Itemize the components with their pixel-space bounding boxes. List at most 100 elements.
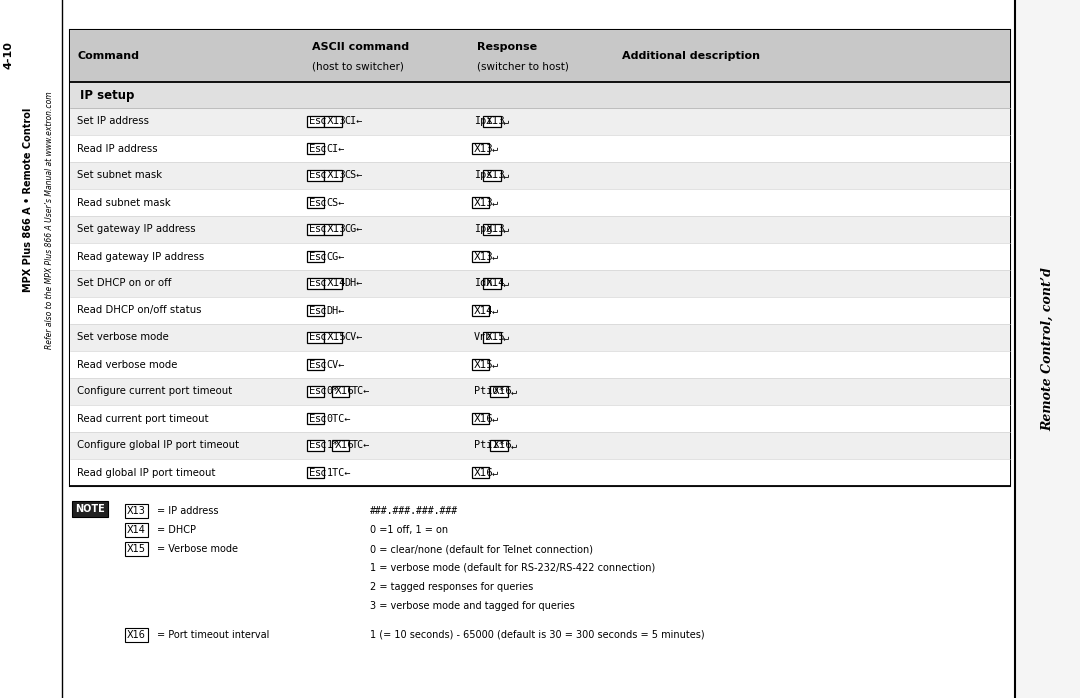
Text: = DHCP: = DHCP bbox=[157, 525, 195, 535]
FancyBboxPatch shape bbox=[307, 359, 324, 370]
Text: ASCII command: ASCII command bbox=[312, 42, 409, 52]
Text: Esc: Esc bbox=[309, 225, 326, 235]
Text: TC←: TC← bbox=[352, 387, 370, 396]
Text: X15: X15 bbox=[127, 544, 146, 554]
Text: CS←: CS← bbox=[327, 198, 346, 207]
Bar bbox=[70, 82, 1010, 108]
Text: ↵: ↵ bbox=[491, 198, 498, 207]
Text: 1 (= 10 seconds) - 65000 (default is 30 = 300 seconds = 5 minutes): 1 (= 10 seconds) - 65000 (default is 30 … bbox=[370, 630, 704, 639]
FancyBboxPatch shape bbox=[472, 467, 489, 477]
Text: Pti1*: Pti1* bbox=[474, 440, 504, 450]
Text: Refer also to the MPX Plus 866 A User’s Manual at www.extron.com: Refer also to the MPX Plus 866 A User’s … bbox=[45, 91, 54, 349]
Text: CI←: CI← bbox=[345, 117, 363, 126]
Text: Esc: Esc bbox=[309, 359, 326, 369]
Text: 2 = tagged responses for queries: 2 = tagged responses for queries bbox=[370, 582, 534, 592]
Text: 0 = clear/none (default for Telnet connection): 0 = clear/none (default for Telnet conne… bbox=[370, 544, 593, 554]
Text: X15: X15 bbox=[485, 332, 505, 343]
Text: ↵: ↵ bbox=[491, 413, 498, 424]
FancyBboxPatch shape bbox=[324, 170, 342, 181]
Text: X14: X14 bbox=[474, 306, 494, 315]
Text: Esc: Esc bbox=[309, 413, 326, 424]
FancyBboxPatch shape bbox=[324, 332, 342, 343]
Text: Read current port timeout: Read current port timeout bbox=[77, 413, 208, 424]
FancyBboxPatch shape bbox=[324, 224, 342, 235]
Text: 1TC←: 1TC← bbox=[327, 468, 351, 477]
Text: TC←: TC← bbox=[352, 440, 370, 450]
FancyBboxPatch shape bbox=[472, 251, 489, 262]
FancyBboxPatch shape bbox=[307, 224, 324, 235]
Text: Remote Control, cont’d: Remote Control, cont’d bbox=[1041, 267, 1054, 431]
Text: X14: X14 bbox=[327, 279, 347, 288]
Text: 1 = verbose mode (default for RS-232/RS-422 connection): 1 = verbose mode (default for RS-232/RS-… bbox=[370, 563, 656, 573]
Bar bbox=[70, 162, 1010, 189]
Text: DH←: DH← bbox=[327, 306, 346, 315]
Text: Read gateway IP address: Read gateway IP address bbox=[77, 251, 204, 262]
Text: CI←: CI← bbox=[327, 144, 346, 154]
Text: X13: X13 bbox=[474, 198, 494, 207]
Text: Esc: Esc bbox=[309, 468, 326, 477]
FancyBboxPatch shape bbox=[472, 359, 489, 370]
FancyBboxPatch shape bbox=[332, 440, 350, 451]
Text: Esc: Esc bbox=[309, 332, 326, 343]
Text: ↵: ↵ bbox=[511, 440, 517, 450]
Text: Pti0*: Pti0* bbox=[474, 387, 504, 396]
Text: Esc: Esc bbox=[309, 198, 326, 207]
Text: Idh: Idh bbox=[474, 279, 492, 288]
Text: 0TC←: 0TC← bbox=[327, 413, 351, 424]
Text: CG←: CG← bbox=[345, 225, 363, 235]
Bar bbox=[70, 108, 1010, 135]
Text: ###.###.###.###: ###.###.###.### bbox=[370, 506, 458, 516]
Bar bbox=[70, 30, 1010, 82]
FancyBboxPatch shape bbox=[472, 143, 489, 154]
Text: Response: Response bbox=[477, 42, 537, 52]
Bar bbox=[70, 324, 1010, 351]
Text: X16: X16 bbox=[492, 387, 513, 396]
Text: Read verbose mode: Read verbose mode bbox=[77, 359, 177, 369]
Text: ↵: ↵ bbox=[511, 387, 517, 396]
Text: Read subnet mask: Read subnet mask bbox=[77, 198, 171, 207]
Bar bbox=[70, 459, 1010, 486]
Text: (switcher to host): (switcher to host) bbox=[477, 61, 569, 71]
FancyBboxPatch shape bbox=[332, 386, 350, 396]
Text: 4-10: 4-10 bbox=[3, 41, 13, 69]
Text: IP setup: IP setup bbox=[80, 89, 134, 101]
FancyBboxPatch shape bbox=[307, 251, 324, 262]
Text: Configure current port timeout: Configure current port timeout bbox=[77, 387, 232, 396]
FancyBboxPatch shape bbox=[307, 440, 324, 451]
Text: Esc: Esc bbox=[309, 170, 326, 181]
FancyBboxPatch shape bbox=[483, 224, 501, 235]
FancyBboxPatch shape bbox=[307, 198, 324, 208]
FancyBboxPatch shape bbox=[483, 170, 501, 181]
Text: Configure global IP port timeout: Configure global IP port timeout bbox=[77, 440, 239, 450]
FancyBboxPatch shape bbox=[307, 170, 324, 181]
Bar bbox=[70, 243, 1010, 270]
Text: X14: X14 bbox=[127, 525, 146, 535]
Text: Set DHCP on or off: Set DHCP on or off bbox=[77, 279, 172, 288]
FancyBboxPatch shape bbox=[307, 117, 324, 127]
Text: Read global IP port timeout: Read global IP port timeout bbox=[77, 468, 216, 477]
Text: X16: X16 bbox=[335, 387, 354, 396]
Text: Esc: Esc bbox=[309, 440, 326, 450]
Text: 1*: 1* bbox=[327, 440, 339, 450]
FancyBboxPatch shape bbox=[490, 440, 509, 451]
Text: X13: X13 bbox=[127, 506, 146, 516]
Text: ↵: ↵ bbox=[491, 144, 498, 154]
Text: X15: X15 bbox=[474, 359, 494, 369]
Bar bbox=[70, 270, 1010, 297]
Text: X13: X13 bbox=[327, 117, 347, 126]
FancyBboxPatch shape bbox=[307, 467, 324, 477]
Bar bbox=[70, 30, 1010, 486]
FancyBboxPatch shape bbox=[307, 386, 324, 396]
Text: X13: X13 bbox=[485, 170, 505, 181]
Text: Esc: Esc bbox=[309, 117, 326, 126]
FancyBboxPatch shape bbox=[483, 117, 501, 127]
FancyBboxPatch shape bbox=[324, 117, 342, 127]
FancyBboxPatch shape bbox=[307, 279, 324, 289]
FancyBboxPatch shape bbox=[324, 279, 342, 289]
Text: ↵: ↵ bbox=[503, 332, 509, 343]
Text: ↵: ↵ bbox=[503, 225, 509, 235]
Text: Esc: Esc bbox=[309, 251, 326, 262]
Text: Esc: Esc bbox=[309, 306, 326, 315]
Text: Esc: Esc bbox=[309, 279, 326, 288]
Text: Vrb: Vrb bbox=[474, 332, 492, 343]
